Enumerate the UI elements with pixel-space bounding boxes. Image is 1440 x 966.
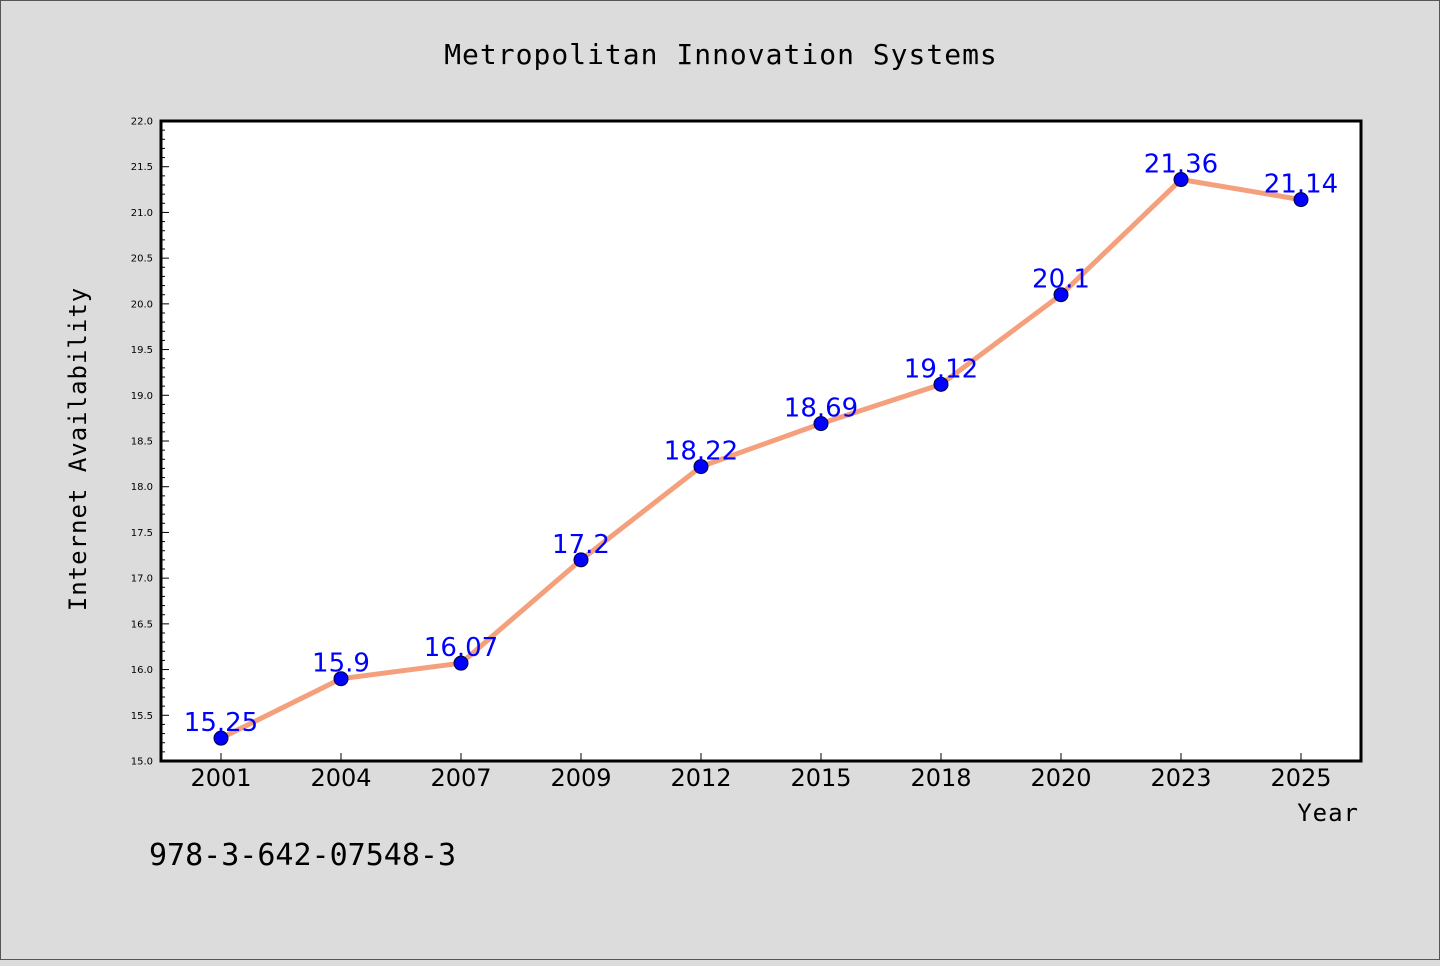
y-tick-label: 15.0 [131,757,153,768]
y-tick-label: 17.0 [131,574,153,585]
y-tick-label: 15.5 [131,711,153,722]
x-tick-label: 2007 [430,764,491,792]
y-tick-label: 18.0 [131,482,153,493]
data-label: 18.69 [784,394,858,424]
y-tick-label: 16.5 [131,619,153,630]
y-tick-label: 17.5 [131,528,153,539]
data-point [453,655,469,671]
data-label: 15.25 [184,708,258,738]
data-label: 19.12 [904,354,978,384]
data-point [1173,172,1189,188]
chart-title: Metropolitan Innovation Systems [444,38,998,71]
data-point [1293,192,1309,208]
data-point [813,416,829,432]
x-tick-label: 2015 [790,764,851,792]
data-labels-group: 15.25 15.9 16.07 17.2 18.22 18.69 19.12 20.1 21.… [184,150,1338,739]
y-tick-label: 21.5 [131,162,153,173]
x-tick-label: 2012 [670,764,731,792]
y-tick-label: 20.0 [131,299,153,310]
x-tick-label: 2004 [310,764,371,792]
markers-group [213,172,1309,746]
y-tick-label: 16.0 [131,665,153,676]
x-tick-label: 2018 [910,764,971,792]
y-tick-label: 19.5 [131,345,153,356]
data-point [333,671,349,687]
data-label: 20.1 [1032,265,1090,295]
data-point [1053,287,1069,303]
y-tick-label: 20.5 [131,254,153,265]
x-axis: 2001 2004 2007 2009 2012 2015 2018 2020 2023 2025 [190,753,1332,792]
data-point [213,730,229,746]
x-tick-label: 2025 [1270,764,1331,792]
y-tick-label: 19.0 [131,391,153,402]
y-tick-label: 21.0 [131,208,153,219]
data-label: 16.07 [424,633,498,663]
data-label: 18.22 [664,437,738,467]
data-label: 21.36 [1144,150,1218,180]
data-label: 15.9 [312,649,370,679]
y-axis-label: Internet Availability [64,287,92,611]
data-point [693,459,709,475]
series-line-group [218,177,1304,741]
x-tick-label: 2001 [190,764,251,792]
x-tick-label: 2009 [550,764,611,792]
y-axis: 15.0 15.5 16.0 16.5 17.0 17.5 18.0 18.5 19.0 19.5… [131,117,169,768]
data-point [933,376,949,392]
series-line [218,177,1304,741]
x-tick-label: 2020 [1030,764,1091,792]
y-tick-label: 22.0 [131,117,153,128]
footer-code: 978-3-642-07548-3 [149,838,456,873]
plot-area [159,119,1363,763]
data-label: 21.14 [1264,170,1338,200]
y-tick-label: 18.5 [131,437,153,448]
x-axis-label: Year [1297,799,1359,827]
data-point [573,552,589,568]
x-tick-label: 2023 [1150,764,1211,792]
data-label: 17.2 [552,530,610,560]
